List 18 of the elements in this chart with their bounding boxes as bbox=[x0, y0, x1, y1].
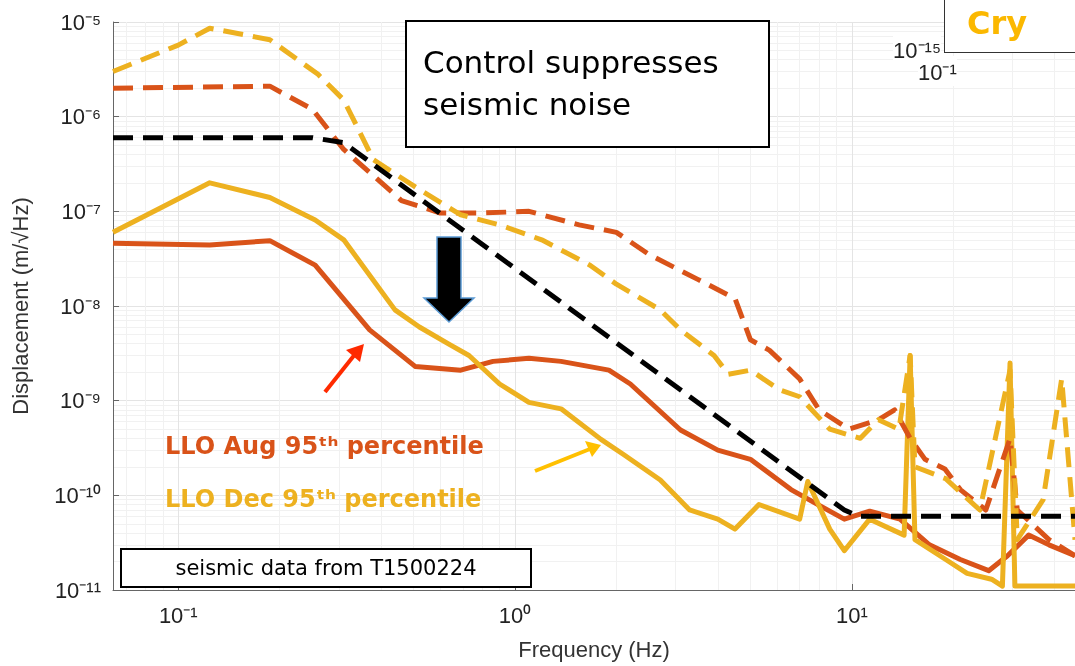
x-tick-label: 10⁰ bbox=[498, 602, 532, 628]
text: LLO Aug 95ᵗʰ percentile bbox=[165, 432, 484, 460]
y-tick-label: 10⁻⁷ bbox=[61, 198, 102, 224]
annotation: 10⁻¹ bbox=[918, 56, 957, 86]
y-tick-label: 10⁻¹⁰ bbox=[54, 482, 101, 508]
text-box: seismic data from T1500224 bbox=[120, 548, 532, 588]
y-tick-label: 10⁻⁸ bbox=[60, 293, 101, 319]
y-tick-label: 10⁻⁶ bbox=[60, 104, 101, 130]
y-axis-title: Displacement (m/√Hz) bbox=[7, 197, 33, 415]
y-tick-label: 10⁻¹¹ bbox=[54, 577, 101, 603]
y-tick-label: 10⁻⁵ bbox=[60, 9, 101, 35]
x-axis-title: Frequency (Hz) bbox=[518, 636, 670, 662]
x-tick-label: 10⁻¹ bbox=[158, 602, 198, 628]
y-tick-label: 10⁻⁹ bbox=[60, 388, 101, 414]
text-box: Control suppresses seismic noise bbox=[405, 20, 770, 148]
x-tick-label: 10¹ bbox=[835, 602, 868, 628]
annotation: 10⁻¹⁵ bbox=[893, 34, 941, 64]
text: LLO Dec 95ᵗʰ percentile bbox=[165, 485, 482, 513]
